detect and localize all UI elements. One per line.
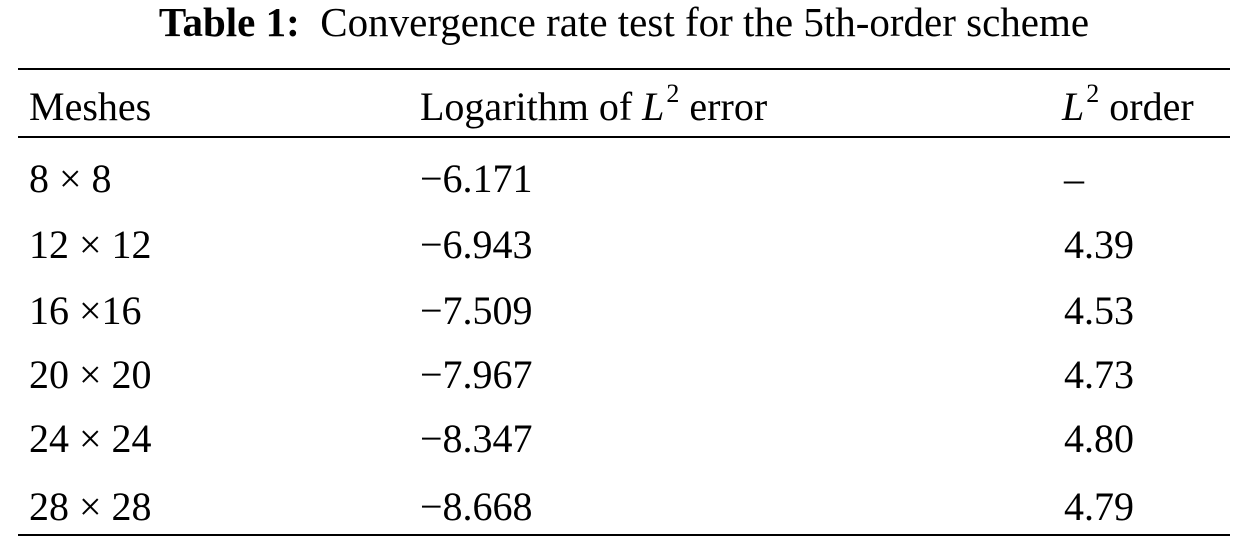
table-row: 28 × 28 −8.668 4.79 (0, 474, 1248, 540)
table-row: 20 × 20 −7.967 4.73 (0, 342, 1248, 408)
table-caption-label: Table 1: (158, 0, 300, 45)
table-bottom-rule (18, 534, 1230, 536)
mesh-cell: 24 × 24 (29, 416, 152, 461)
table-caption-text: Convergence rate test for the 5th-order … (320, 0, 1090, 45)
log-error-cell: −8.668 (420, 484, 533, 529)
table-header-rule (18, 136, 1230, 138)
table-top-rule (18, 68, 1230, 70)
table-row: 16 ×16 −7.509 4.53 (0, 278, 1248, 344)
order-cell: 4.80 (1064, 416, 1134, 461)
mesh-cell: 28 × 28 (29, 484, 152, 529)
header-order: L2 order (1062, 78, 1194, 129)
header-meshes: Meshes (29, 84, 152, 129)
table-caption: Table 1: Convergence rate test for the 5… (0, 0, 1248, 52)
mesh-cell: 8 × 8 (29, 156, 112, 201)
table-row: 12 × 12 −6.943 4.39 (0, 212, 1248, 278)
table-row: 8 × 8 −6.171 – (0, 146, 1248, 212)
table-row: 24 × 24 −8.347 4.80 (0, 406, 1248, 472)
mesh-cell: 16 ×16 (29, 288, 142, 333)
order-cell: 4.53 (1064, 288, 1134, 333)
log-error-cell: −6.171 (420, 156, 533, 201)
header-log-error: Logarithm of L2 error (420, 78, 768, 129)
log-error-cell: −7.967 (420, 352, 533, 397)
order-cell: 4.79 (1064, 484, 1134, 529)
table-header-row: Meshes Logarithm of L2 error L2 order (0, 74, 1248, 140)
order-cell: 4.39 (1064, 222, 1134, 267)
log-error-cell: −8.347 (420, 416, 533, 461)
order-cell: 4.73 (1064, 352, 1134, 397)
order-cell: – (1064, 156, 1084, 201)
log-error-cell: −7.509 (420, 288, 533, 333)
mesh-cell: 12 × 12 (29, 222, 152, 267)
mesh-cell: 20 × 20 (29, 352, 152, 397)
log-error-cell: −6.943 (420, 222, 533, 267)
